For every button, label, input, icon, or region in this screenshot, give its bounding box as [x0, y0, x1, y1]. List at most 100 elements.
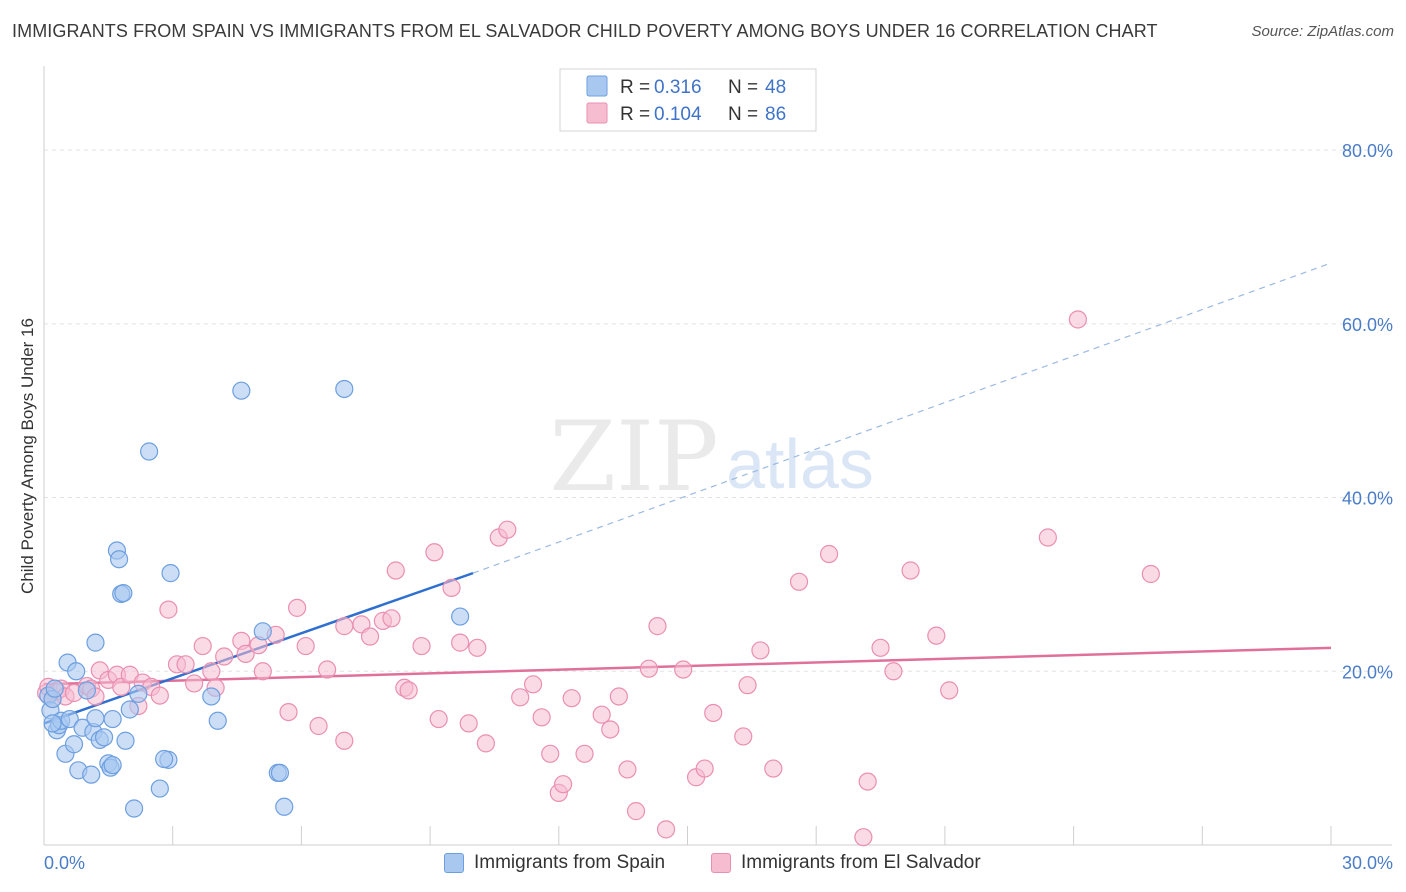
- spain-point: [129, 684, 148, 703]
- spain-point: [43, 714, 62, 733]
- salvador-point: [553, 775, 573, 794]
- spain-point: [86, 709, 105, 728]
- series-legend-spain-swatch: [444, 853, 464, 873]
- spain-point: [150, 779, 169, 798]
- salvador-point: [511, 688, 530, 707]
- salvador-point: [215, 647, 234, 666]
- spain-point: [161, 564, 180, 583]
- salvador-point: [884, 662, 903, 681]
- correlation-legend: R = 0.316 N = 48 R = 0.104 N = 86: [559, 68, 817, 132]
- salvador-point: [858, 772, 877, 791]
- spain-points: [39, 379, 470, 818]
- salvador-point: [639, 659, 658, 678]
- spain-point: [140, 442, 159, 461]
- spain-point: [94, 728, 114, 747]
- watermark-zip: ZIP: [549, 401, 718, 513]
- y-tick-label: 20.0%: [1342, 662, 1393, 682]
- y-tick-label: 40.0%: [1342, 489, 1393, 509]
- salvador-point: [202, 662, 221, 681]
- spain-point: [77, 681, 97, 700]
- spain-point: [103, 755, 122, 775]
- spain-point: [275, 797, 294, 816]
- salvador-point: [176, 655, 195, 674]
- tick-labels: 20.0% 40.0% 60.0% 80.0% 0.0% 30.0%: [44, 141, 1393, 873]
- x-tick-label: 30.0%: [1342, 853, 1393, 873]
- salvador-point: [498, 520, 517, 539]
- legend-spain-r-label: R =: [620, 77, 650, 98]
- chart-title: IMMIGRANTS FROM SPAIN VS IMMIGRANTS FROM…: [12, 21, 1158, 41]
- salvador-point: [253, 662, 272, 681]
- spain-point: [124, 799, 144, 818]
- salvador-point: [399, 681, 418, 700]
- spain-point: [82, 765, 101, 784]
- salvador-point: [1141, 564, 1160, 584]
- salvador-point: [193, 636, 212, 656]
- salvador-point: [412, 636, 431, 656]
- series-legend: Immigrants from Spain Immigrants from El…: [0, 852, 1406, 878]
- salvador-points: [37, 310, 1160, 847]
- salvador-point: [734, 727, 753, 746]
- legend-salvador-r-value: 0.104: [654, 104, 702, 125]
- salvador-point: [459, 714, 478, 733]
- salvador-point: [1038, 528, 1057, 547]
- salvador-point: [704, 703, 723, 723]
- salvador-point: [940, 681, 959, 700]
- salvador-point: [150, 686, 169, 705]
- salvador-point: [648, 617, 667, 636]
- salvador-point: [871, 638, 890, 657]
- salvador-point: [318, 660, 337, 679]
- salvador-point: [656, 820, 676, 839]
- spain-point: [253, 622, 272, 641]
- spain-point: [109, 550, 129, 569]
- spain-point: [202, 687, 221, 706]
- spain-point: [208, 711, 227, 730]
- source-label: Source: ZipAtlas.com: [1251, 23, 1394, 40]
- salvador-point: [789, 572, 809, 591]
- salvador-point: [442, 578, 461, 597]
- legend-salvador-n-label: N =: [728, 104, 758, 125]
- salvador-point: [288, 598, 307, 617]
- salvador-point: [695, 759, 714, 778]
- salvador-point: [451, 633, 470, 652]
- legend-spain-n-value: 48: [765, 77, 786, 98]
- watermark: ZIP atlas: [549, 401, 874, 513]
- spain-point: [451, 607, 470, 626]
- spain-point: [155, 749, 174, 769]
- salvador-point: [279, 702, 298, 722]
- salvador-point: [927, 626, 946, 645]
- salvador-point: [159, 600, 178, 619]
- salvador-point: [185, 674, 204, 693]
- salvador-point: [764, 759, 783, 778]
- legend-salvador-swatch: [586, 102, 608, 124]
- y-tick-label: 60.0%: [1342, 315, 1393, 335]
- series-legend-salvador-swatch: [711, 853, 731, 873]
- salvador-point: [626, 802, 646, 821]
- salvador-point: [532, 708, 551, 727]
- salvador-point: [523, 675, 543, 694]
- spain-point: [270, 763, 290, 783]
- salvador-point: [738, 676, 757, 695]
- salvador-point: [1068, 310, 1087, 329]
- salvador-point: [854, 828, 873, 847]
- salvador-point: [425, 543, 444, 562]
- x-tick-label: 0.0%: [44, 853, 85, 873]
- spain-point: [45, 679, 64, 698]
- salvador-point: [562, 689, 581, 708]
- salvador-point: [601, 720, 620, 739]
- salvador-point: [609, 687, 628, 706]
- salvador-point: [751, 641, 770, 660]
- series-legend-spain: Immigrants from Spain: [444, 852, 665, 874]
- salvador-point: [309, 716, 328, 736]
- spain-trend-extension: [472, 262, 1332, 574]
- spain-point: [64, 735, 84, 754]
- spain-point: [67, 662, 86, 681]
- salvador-point: [476, 734, 495, 753]
- salvador-point: [674, 660, 693, 679]
- watermark-atlas: atlas: [726, 425, 874, 503]
- spain-point: [60, 709, 79, 729]
- salvador-point: [335, 731, 354, 750]
- spain-point: [116, 731, 135, 750]
- spain-point: [120, 700, 139, 719]
- salvador-point: [386, 561, 405, 580]
- salvador-point: [296, 636, 315, 656]
